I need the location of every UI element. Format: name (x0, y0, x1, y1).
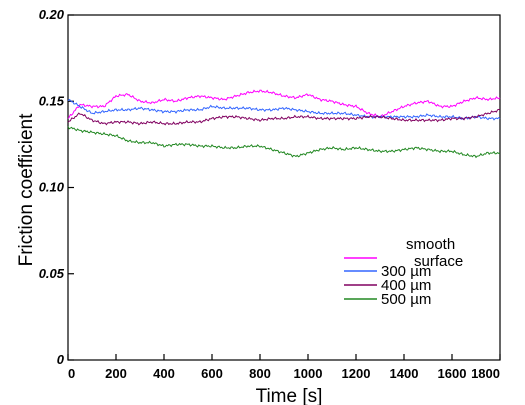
x-tick-label: 800 (249, 366, 271, 381)
x-tick-label: 600 (201, 366, 223, 381)
x-axis-label: Time [s] (256, 386, 323, 405)
series-line (67, 98, 501, 121)
y-tick-label: 0 (57, 352, 65, 367)
series-line (67, 89, 501, 119)
y-axis-label: Friction coefficient (16, 113, 37, 266)
x-tick-label: 400 (153, 366, 175, 381)
plot-frame (67, 14, 501, 361)
x-tick-label: 1600 (438, 366, 467, 381)
x-tick-label: 1200 (342, 366, 371, 381)
x-tick-label: 200 (105, 366, 127, 381)
y-tick-label: 0.05 (39, 266, 65, 281)
x-tick-label: 1000 (294, 366, 323, 381)
y-tick-label: 0.20 (39, 7, 65, 22)
series-lines (67, 89, 501, 159)
series-line (67, 108, 501, 126)
legend-label: 500 µm (381, 291, 431, 308)
x-tick-label: 0 (68, 366, 75, 381)
x-axis-ticks: 0 200 400 600 800 1000 1200 1400 1600 1800 (67, 354, 501, 381)
y-axis-ticks: 0 0.05 0.10 0.15 0.20 (39, 7, 74, 367)
legend-label: 400 µm (381, 277, 431, 294)
legend-label: smooth surface (406, 236, 463, 270)
series-line (67, 126, 501, 159)
x-tick-label: 1400 (390, 366, 419, 381)
y-tick-label: 0.15 (39, 93, 65, 108)
legend-label: 300 µm (381, 263, 431, 280)
y-tick-label: 0.10 (39, 180, 65, 195)
x-tick-label: 1800 (471, 366, 500, 381)
